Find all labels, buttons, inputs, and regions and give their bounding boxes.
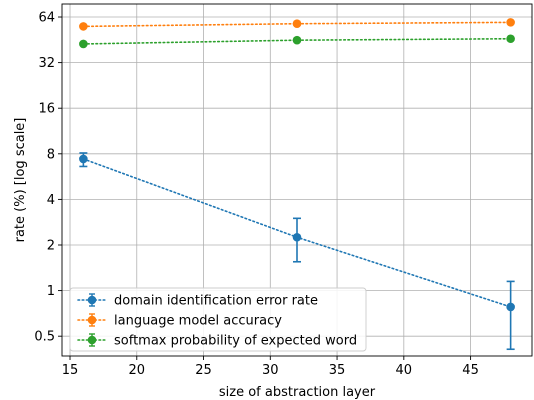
- series-1: [79, 152, 515, 351]
- series-3: [79, 34, 515, 49]
- legend-label: language model accuracy: [114, 314, 282, 329]
- x-tick-label: 20: [128, 363, 145, 378]
- x-tick-label: 15: [62, 363, 79, 378]
- data-point: [292, 19, 302, 29]
- data-point: [79, 39, 88, 49]
- data-point: [292, 35, 302, 45]
- y-axis-label: rate (%) [log scale]: [13, 118, 28, 243]
- x-tick-label: 35: [329, 363, 346, 378]
- legend-label: domain identification error rate: [114, 294, 318, 309]
- legend-item-2: language model accuracy: [77, 313, 282, 329]
- legend-marker: [87, 295, 97, 305]
- x-tick-label: 40: [396, 363, 413, 378]
- data-point: [506, 34, 515, 44]
- legend-label: softmax probability of expected word: [114, 334, 357, 349]
- y-tick-label: 8: [47, 147, 55, 162]
- series-2: [79, 18, 515, 31]
- legend-box: [69, 287, 367, 352]
- data-point: [79, 154, 88, 164]
- data-point: [79, 22, 88, 31]
- y-tick-label: 64: [38, 11, 55, 26]
- grid: [62, 4, 532, 356]
- plot-frame: [61, 3, 533, 357]
- legend-marker: [87, 335, 97, 345]
- data-point: [506, 18, 515, 27]
- legend-item-1: domain identification error rate: [77, 293, 318, 309]
- y-tick-label: 2: [47, 238, 55, 253]
- series-layer: [79, 18, 515, 351]
- y-tick-label: 1: [47, 284, 55, 299]
- y-tick-label: 0.5: [34, 330, 55, 345]
- axes: 15 20 25 30 35 40 45 0.5 1 2 4 8 16 32 64 size of abstr…: [13, 3, 533, 400]
- y-tick-label: 32: [38, 56, 55, 71]
- x-tick-label: 30: [262, 363, 279, 378]
- legend: domain identification error rate language…: [69, 287, 367, 352]
- data-point: [506, 302, 515, 312]
- x-axis-label: size of abstraction layer: [219, 385, 376, 400]
- y-tick-label: 16: [38, 102, 55, 117]
- y-tick-label: 4: [47, 193, 55, 208]
- x-tick-label: 45: [462, 363, 479, 378]
- x-tick-label: 25: [195, 363, 212, 378]
- legend-item-3: softmax probability of expected word: [77, 333, 357, 349]
- data-point: [292, 232, 302, 242]
- legend-marker: [87, 315, 97, 325]
